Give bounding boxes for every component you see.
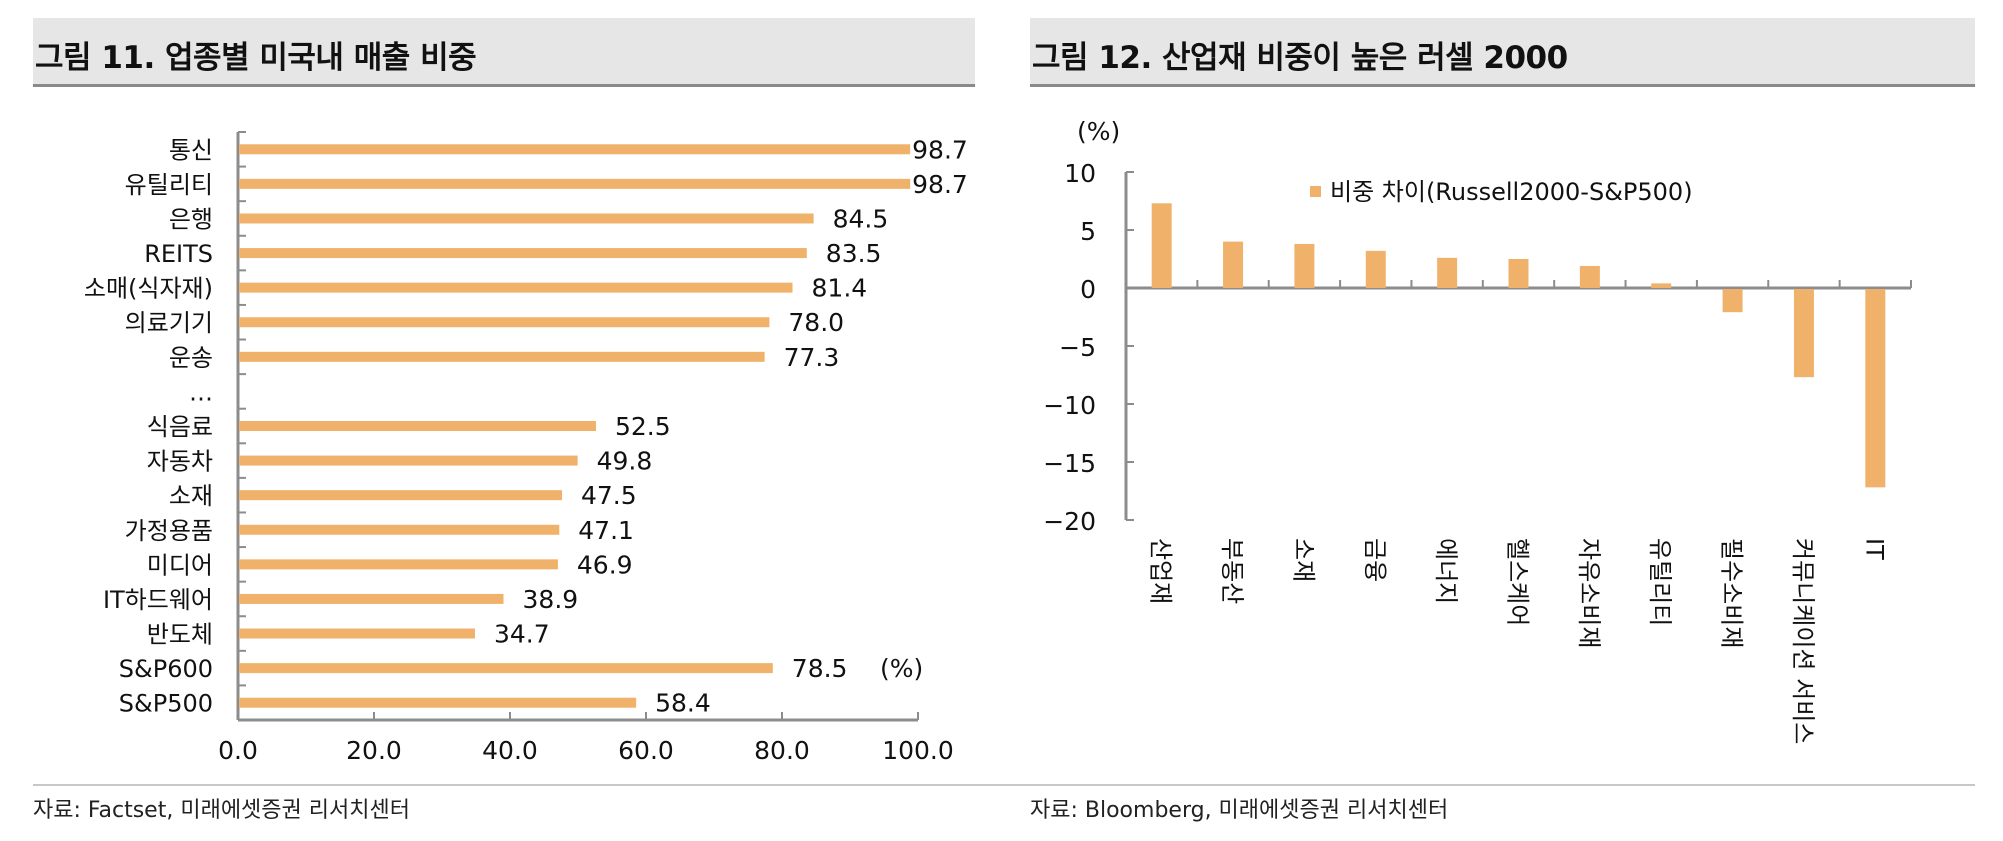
unit-label: (%) [880,654,923,683]
figure-12-source: 자료: Bloomberg, 미래에셋증권 리서치센터 [1030,798,1449,823]
bar [1223,241,1244,288]
figure-11-bar-chart: 0.0 20.0 40.0 60.0 80.0 100.0 통신 98.7 유틸리티 98.7 은행… [84,131,968,765]
value-label: 84.5 [833,204,889,233]
category-label: 에너지 [1432,538,1460,604]
bar [239,697,637,708]
category-label: 필수소비재 [1718,538,1746,648]
value-label: 46.9 [577,550,633,579]
y-tick-label: 0 [1080,275,1096,304]
category-label: 통신 [169,136,213,164]
bar [1865,289,1886,488]
category-label: 헬스케어 [1504,538,1532,626]
figure-11-title: 그림 11. 업종별 미국내 매출 비중 [35,40,477,76]
category-label: 금융 [1361,538,1389,582]
value-label: 78.5 [792,654,848,683]
category-label: IT [1860,538,1888,560]
bar [239,213,814,224]
figure-11-title-bar: 그림 11. 업종별 미국내 매출 비중 [33,18,975,87]
value-label: 34.7 [494,620,550,649]
bar [239,490,562,501]
category-label: IT하드웨어 [103,586,213,614]
y-tick-label: −20 [1043,507,1096,536]
value-label: 81.4 [812,274,868,303]
figure-12-title-bar: 그림 12. 산업재 비중이 높은 러셀 2000 [1030,18,1975,87]
bar [239,455,578,466]
value-label: 98.7 [912,135,968,164]
figure-11-source: 자료: Factset, 미래에셋증권 리서치센터 [33,798,410,823]
category-label: 산업재 [1147,538,1175,604]
value-label: 83.5 [826,239,882,268]
category-label: 소매(식자재) [84,275,213,303]
bar [239,628,475,639]
bar [1722,289,1743,313]
bar [239,144,911,155]
bar [1793,289,1814,378]
category-label: … [189,378,213,406]
legend-swatch [1310,186,1321,197]
category-label: 가정용품 [125,517,213,545]
value-label: 49.8 [597,447,653,476]
category-label: REITS [144,240,213,268]
figure-12-title: 그림 12. 산업재 비중이 높은 러셀 2000 [1032,40,1568,76]
bar [239,421,596,431]
category-label: S&P600 [119,655,213,683]
y-axis-unit-label: (%) [1077,117,1120,146]
category-label: 부동산 [1218,538,1246,604]
footer-divider [33,784,1975,786]
bar [239,524,560,535]
value-label: 47.5 [581,481,637,510]
value-label: 47.1 [578,516,634,545]
figure-12-bar-chart: 10 5 0 −5 −10 −15 −20 (%) 산업재 부동산 소재 금융 에너지 헬스케어 자유소비재… [1043,117,1912,744]
bar [1508,259,1529,288]
bar [1437,257,1458,288]
category-label: 자유소비재 [1575,538,1603,648]
y-tick-label: −15 [1043,449,1096,478]
category-label: 운송 [169,344,213,372]
category-label: 의료기기 [125,309,213,337]
bar [1151,203,1172,288]
bar [239,282,793,293]
value-label: 98.7 [912,170,968,199]
y-tick-label: 5 [1080,217,1096,246]
bar [239,559,558,570]
category-label: 미디어 [147,551,213,579]
legend-label: 비중 차이(Russell2000-S&P500) [1330,178,1693,206]
x-tick-label: 40.0 [482,736,538,765]
bar [1294,243,1315,288]
bar [239,317,770,328]
category-label: 자동차 [147,448,213,476]
y-tick-label: 10 [1064,159,1096,188]
x-tick-label: 20.0 [346,736,402,765]
bar [1365,250,1386,288]
bar [1579,265,1600,288]
bar [239,248,807,259]
value-label: 52.5 [615,412,671,441]
value-label: 78.0 [788,308,844,337]
bar [239,178,911,189]
value-label: 77.3 [784,343,840,372]
bar [239,351,765,362]
x-tick-label: 60.0 [618,736,674,765]
value-label: 38.9 [523,585,579,614]
x-tick-label: 100.0 [882,736,954,765]
x-tick-label: 0.0 [218,736,258,765]
bar [239,593,504,604]
category-label: 소재 [169,482,213,510]
category-label: S&P500 [119,690,213,718]
category-label: 은행 [169,205,213,233]
category-label: 반도체 [147,621,213,649]
category-label: 유틸리티 [125,171,213,199]
category-label: 커뮤니케이션 서비스 [1789,538,1817,744]
y-tick-label: −5 [1059,333,1096,362]
x-tick-label: 80.0 [754,736,810,765]
category-label: 유틸리티 [1646,538,1674,626]
bar [239,663,773,674]
category-label: 소재 [1289,538,1317,582]
category-label: 식음료 [147,413,213,441]
bar [1651,283,1672,288]
value-label: 58.4 [655,689,711,718]
y-tick-label: −10 [1043,391,1096,420]
